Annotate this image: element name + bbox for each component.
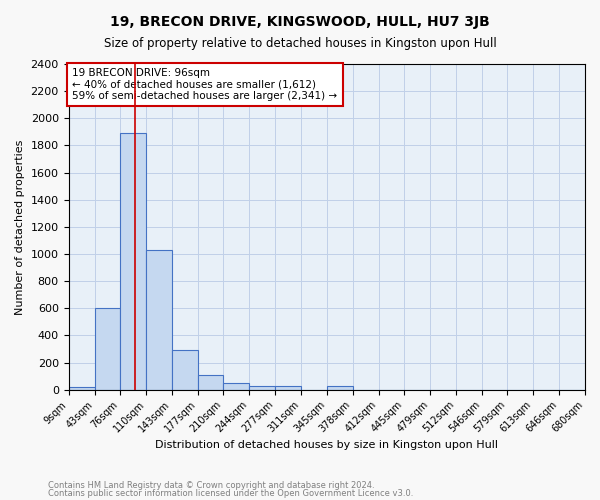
Bar	[250, 386, 275, 390]
Bar	[327, 386, 353, 390]
Bar	[146, 250, 172, 390]
Bar	[275, 386, 301, 390]
Text: Contains public sector information licensed under the Open Government Licence v3: Contains public sector information licen…	[48, 488, 413, 498]
Text: 19, BRECON DRIVE, KINGSWOOD, HULL, HU7 3JB: 19, BRECON DRIVE, KINGSWOOD, HULL, HU7 3…	[110, 15, 490, 29]
Bar	[120, 133, 146, 390]
Bar	[198, 375, 223, 390]
Bar	[95, 308, 120, 390]
Bar	[68, 387, 95, 390]
Y-axis label: Number of detached properties: Number of detached properties	[15, 139, 25, 314]
Text: Contains HM Land Registry data © Crown copyright and database right 2024.: Contains HM Land Registry data © Crown c…	[48, 481, 374, 490]
Bar	[223, 383, 250, 390]
Text: 19 BRECON DRIVE: 96sqm
← 40% of detached houses are smaller (1,612)
59% of semi-: 19 BRECON DRIVE: 96sqm ← 40% of detached…	[73, 68, 338, 102]
Text: Size of property relative to detached houses in Kingston upon Hull: Size of property relative to detached ho…	[104, 38, 496, 51]
Bar	[172, 350, 198, 390]
X-axis label: Distribution of detached houses by size in Kingston upon Hull: Distribution of detached houses by size …	[155, 440, 498, 450]
